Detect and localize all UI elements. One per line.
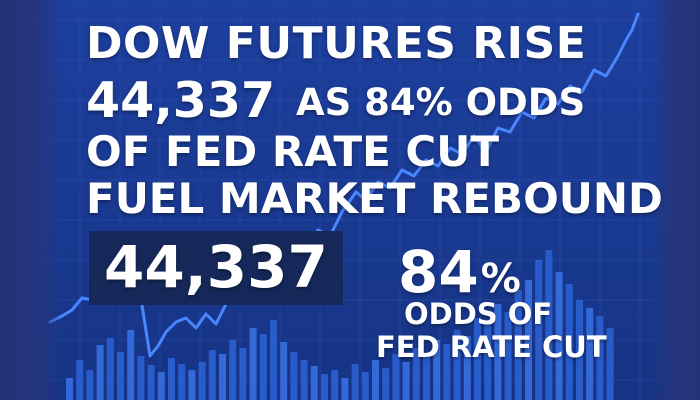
volume-bar bbox=[259, 334, 267, 400]
headline-odds-text: AS 84% ODDS bbox=[296, 81, 586, 124]
odds-number: 84 bbox=[398, 238, 479, 306]
volume-bar bbox=[76, 360, 84, 400]
odds-percent-sign: % bbox=[480, 256, 521, 302]
index-value: 44,337 bbox=[104, 233, 328, 301]
volume-bar bbox=[127, 330, 135, 400]
volume-bar bbox=[331, 370, 339, 400]
left-vignette bbox=[0, 0, 62, 400]
volume-bar bbox=[433, 340, 441, 400]
volume-bar bbox=[300, 360, 308, 400]
volume-bar bbox=[96, 345, 104, 400]
volume-bar bbox=[423, 356, 430, 400]
volume-bar bbox=[586, 308, 594, 400]
odds-label-line-2: FED RATE CUT bbox=[376, 330, 607, 364]
headline-line-1: DOW FUTURES RISE bbox=[86, 18, 587, 69]
volume-bar bbox=[504, 312, 512, 400]
volume-bars bbox=[66, 250, 614, 400]
volume-bar bbox=[86, 370, 94, 400]
volume-bar bbox=[310, 366, 318, 400]
volume-bar bbox=[321, 374, 328, 400]
volume-bar bbox=[66, 378, 73, 400]
volume-bar bbox=[453, 330, 461, 400]
volume-bar bbox=[565, 284, 573, 400]
volume-bar bbox=[372, 360, 379, 400]
volume-bar bbox=[392, 354, 400, 400]
volume-bar bbox=[596, 316, 604, 400]
volume-bar bbox=[188, 370, 196, 400]
volume-bar bbox=[219, 354, 226, 400]
volume-bar bbox=[198, 362, 206, 400]
odds-label-line-1: ODDS OF bbox=[404, 297, 553, 331]
volume-bar bbox=[474, 318, 481, 400]
headline-index-value: 44,337 bbox=[86, 72, 276, 129]
volume-bar bbox=[525, 280, 532, 400]
volume-bar bbox=[290, 352, 298, 400]
volume-bar bbox=[535, 260, 543, 400]
volume-bar bbox=[443, 344, 451, 400]
headline-line-4: FUEL MARKET REBOUND bbox=[86, 174, 663, 223]
volume-bar bbox=[555, 272, 563, 400]
volume-bar bbox=[147, 365, 155, 400]
volume-bar bbox=[606, 328, 614, 400]
volume-bar bbox=[545, 250, 553, 400]
volume-bar bbox=[351, 364, 359, 400]
volume-bar bbox=[280, 342, 288, 400]
volume-bar bbox=[514, 290, 522, 400]
volume-bar bbox=[494, 304, 502, 400]
volume-bar bbox=[341, 378, 349, 400]
volume-bar bbox=[178, 364, 186, 400]
volume-bar bbox=[361, 372, 369, 400]
odds-percentage: 84% bbox=[398, 243, 521, 301]
volume-bar bbox=[249, 328, 257, 400]
volume-bar bbox=[402, 362, 410, 400]
volume-bar bbox=[576, 300, 583, 400]
volume-bar bbox=[208, 350, 216, 400]
volume-bar bbox=[239, 348, 247, 400]
volume-bar bbox=[270, 320, 277, 400]
volume-bar bbox=[382, 368, 390, 400]
volume-bar bbox=[463, 336, 471, 400]
index-value-box bbox=[89, 231, 343, 305]
volume-bar bbox=[106, 338, 114, 400]
volume-bar bbox=[168, 358, 175, 400]
volume-bar bbox=[157, 372, 165, 400]
volume-bar bbox=[117, 352, 124, 400]
volume-bar bbox=[229, 340, 237, 400]
volume-bar bbox=[137, 356, 145, 400]
right-vignette bbox=[650, 0, 700, 400]
volume-bar bbox=[412, 348, 420, 400]
headline-line-3: OF FED RATE CUT bbox=[86, 127, 500, 176]
volume-bar bbox=[484, 324, 492, 400]
rising-line-chart bbox=[48, 12, 640, 358]
